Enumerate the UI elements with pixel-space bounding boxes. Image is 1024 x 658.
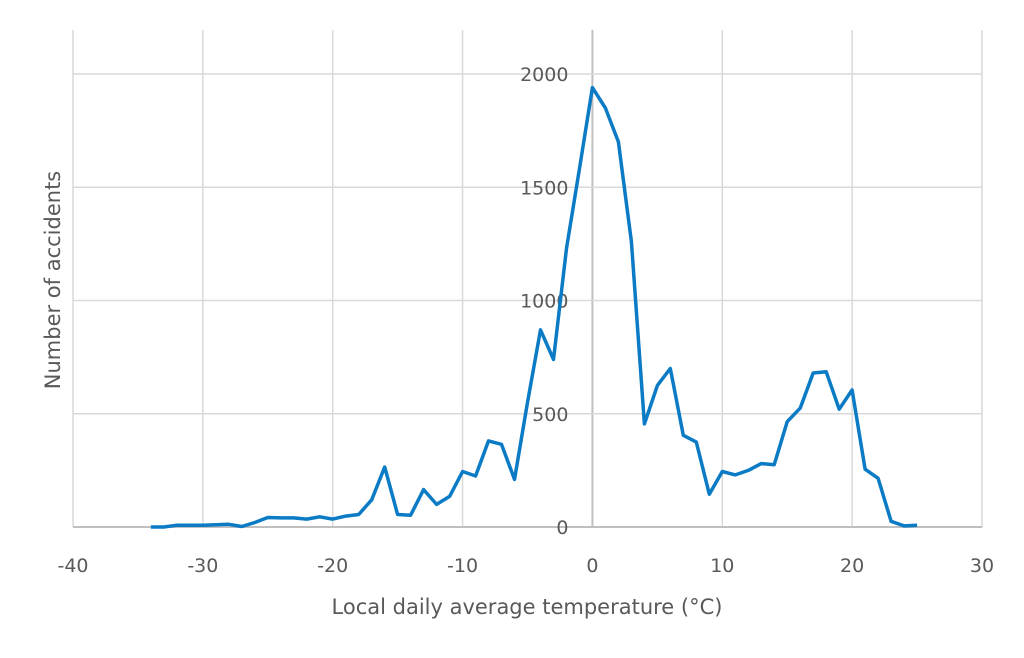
y-tick-label: 1500 xyxy=(520,177,568,199)
x-axis-title: Local daily average temperature (°C) xyxy=(332,595,723,619)
y-tick-label: 0 xyxy=(556,517,568,539)
y-axis-title: Number of accidents xyxy=(41,171,65,389)
x-tick-label: -10 xyxy=(447,555,478,577)
y-tick-label: 1000 xyxy=(520,291,568,313)
x-tick-label: -20 xyxy=(317,555,348,577)
x-tick-label: 30 xyxy=(970,555,994,577)
x-tick-label: -40 xyxy=(57,555,88,577)
x-tick-label: 10 xyxy=(710,555,734,577)
x-tick-label: 0 xyxy=(586,555,598,577)
x-tick-label: 20 xyxy=(840,555,864,577)
x-tick-label: -30 xyxy=(187,555,218,577)
y-tick-label: 500 xyxy=(532,404,568,426)
y-tick-label: 2000 xyxy=(520,64,568,86)
series-line xyxy=(150,85,918,529)
